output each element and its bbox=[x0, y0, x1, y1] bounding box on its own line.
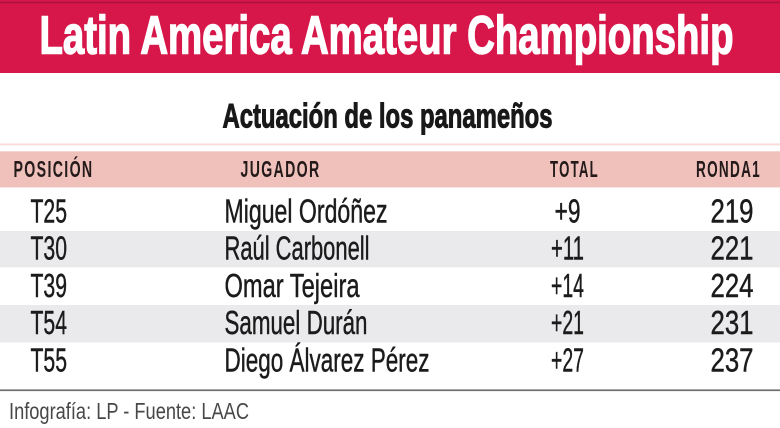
svg-text:+21: +21 bbox=[551, 304, 584, 341]
svg-text:Raúl Carbonell: Raúl Carbonell bbox=[225, 230, 370, 267]
svg-text:T54: T54 bbox=[31, 304, 68, 341]
svg-text:Actuación de los panameños: Actuación de los panameños bbox=[223, 98, 553, 136]
svg-text:231: 231 bbox=[711, 304, 754, 341]
svg-text:POSICIÓN: POSICIÓN bbox=[14, 155, 94, 182]
svg-text:T25: T25 bbox=[31, 192, 68, 229]
svg-text:+9: +9 bbox=[555, 192, 581, 229]
svg-text:RONDA1: RONDA1 bbox=[696, 156, 761, 182]
svg-text:Omar Tejeira: Omar Tejeira bbox=[225, 267, 360, 304]
svg-text:Latin America Amateur Champion: Latin America Amateur Championship bbox=[40, 6, 734, 66]
svg-text:219: 219 bbox=[711, 192, 754, 229]
svg-text:+27: +27 bbox=[551, 341, 584, 378]
svg-text:T39: T39 bbox=[31, 267, 68, 304]
svg-text:JUGADOR: JUGADOR bbox=[241, 156, 321, 182]
svg-text:Diego Álvarez Pérez: Diego Álvarez Pérez bbox=[225, 341, 430, 378]
svg-text:T55: T55 bbox=[31, 341, 68, 378]
svg-text:Miguel Ordóñez: Miguel Ordóñez bbox=[225, 192, 388, 229]
svg-text:+11: +11 bbox=[551, 230, 584, 267]
svg-text:T30: T30 bbox=[31, 230, 68, 267]
svg-text:+14: +14 bbox=[551, 267, 584, 304]
svg-text:221: 221 bbox=[711, 230, 754, 267]
svg-text:237: 237 bbox=[711, 341, 754, 378]
svg-text:224: 224 bbox=[711, 267, 754, 304]
svg-text:Infografía: LP - Fuente: LAAC: Infografía: LP - Fuente: LAAC bbox=[9, 398, 249, 424]
svg-text:Samuel Durán: Samuel Durán bbox=[225, 304, 368, 341]
svg-text:TOTAL: TOTAL bbox=[550, 156, 599, 182]
